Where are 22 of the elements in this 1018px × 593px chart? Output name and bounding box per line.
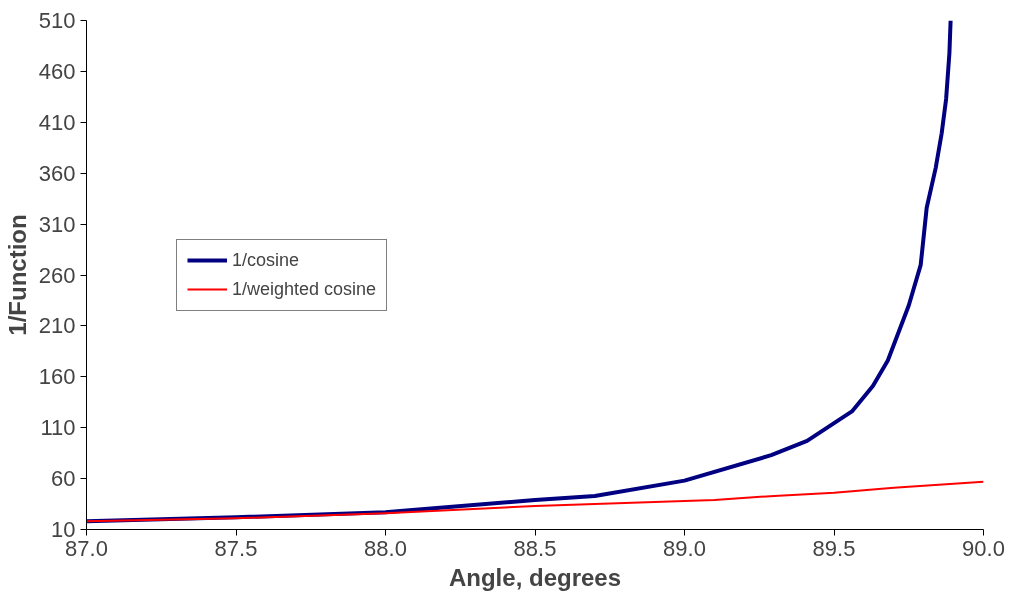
legend-label: 1/weighted cosine: [232, 278, 377, 300]
y-tick-label: 10: [51, 517, 76, 542]
x-tick-label: 89.5: [812, 535, 856, 561]
y-tick-label: 310: [38, 211, 76, 237]
y-tick-label: 110: [40, 415, 76, 441]
y-axis-title: 1/Function: [3, 214, 31, 336]
x-tick-label: 90.0: [962, 535, 1005, 561]
x-tick-label: 89.0: [663, 535, 706, 561]
y-tick-label: 460: [38, 58, 76, 84]
x-axis-title: Angle, degrees: [448, 563, 622, 591]
y-tick-label: 510: [38, 8, 76, 33]
y-tick-label: 60: [51, 466, 76, 492]
x-tick-label: 88.5: [513, 535, 557, 561]
x-tick-label: 87.5: [214, 535, 258, 561]
y-tick-label: 210: [38, 313, 76, 339]
legend-label: 1/cosine: [232, 249, 300, 271]
y-tick-label: 260: [38, 262, 76, 288]
y-tick-label: 160: [38, 364, 76, 390]
line-series: [86, 480, 984, 523]
y-tick-label: 360: [38, 160, 76, 186]
x-tick-label: 88.0: [364, 535, 407, 561]
y-tick-label: 410: [38, 109, 76, 135]
